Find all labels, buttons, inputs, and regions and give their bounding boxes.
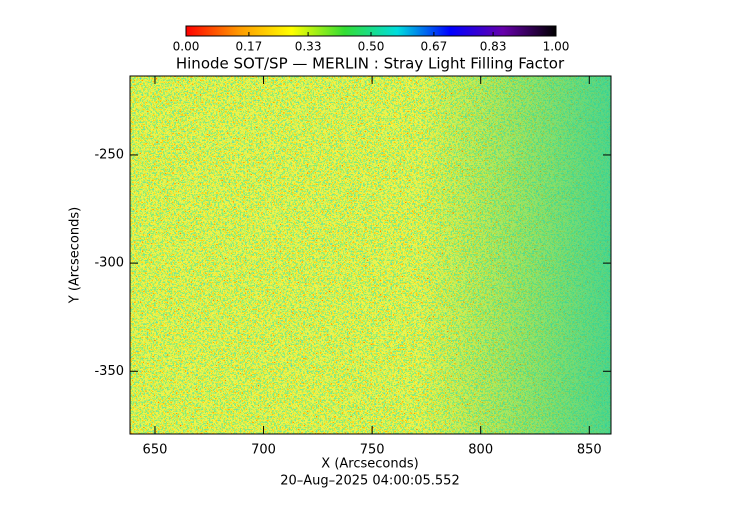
colorbar-tick-label: 0.83 [480, 40, 507, 54]
x-tick-label: 750 [360, 443, 385, 458]
x-axis-label: X (Arcseconds) [321, 457, 418, 472]
y-tick-label: -350 [94, 364, 124, 379]
y-tick-label: -300 [94, 256, 124, 271]
chart-title: Hinode SOT/SP — MERLIN : Stray Light Fil… [176, 55, 565, 73]
colorbar-tick-label: 0.50 [358, 40, 385, 54]
x-tick-label: 650 [143, 443, 168, 458]
x-tick-label: 800 [468, 443, 493, 458]
plot-frame [129, 75, 612, 435]
plot-image [130, 76, 611, 434]
y-tick-label: -250 [94, 147, 124, 162]
colorbar-tick-label: 1.00 [543, 40, 570, 54]
y-axis-label: Y (Arcseconds) [68, 207, 83, 304]
colorbar-tick-label: 0.17 [236, 40, 263, 54]
x-tick-label: 850 [577, 443, 602, 458]
colorbar-tick-label: 0.33 [295, 40, 322, 54]
colorbar-tick-label: 0.67 [421, 40, 448, 54]
colorbar-tick-label: 0.00 [173, 40, 200, 54]
x-tick-label: 700 [251, 443, 276, 458]
timestamp: 20–Aug–2025 04:00:05.552 [280, 474, 459, 489]
